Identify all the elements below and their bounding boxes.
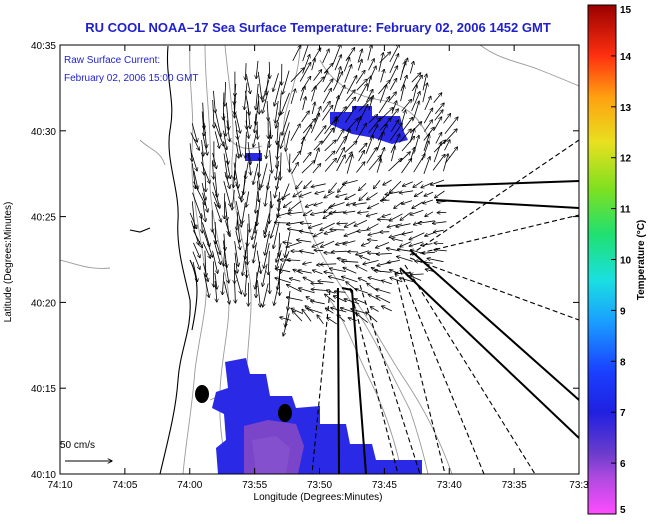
x-tick-label: 73:3 (569, 480, 589, 491)
x-tick-label: 73:45 (372, 480, 397, 491)
x-axis-label: Longitude (Degrees:Minutes) (254, 492, 383, 503)
annotation-line-1: Raw Surface Current: (64, 55, 160, 66)
x-tick-label: 73:55 (242, 480, 267, 491)
scale-label: 50 cm/s (60, 440, 95, 451)
site-marker (195, 385, 209, 403)
current-vector (279, 233, 280, 257)
current-vector (289, 154, 290, 173)
colorbar: 15 14 13 12 11 10 9 8 7 6 5 Temperature (°C) (588, 5, 647, 516)
colorbar-tick-label: 10 (620, 256, 632, 267)
y-tick-label: 40:25 (31, 213, 56, 224)
x-tick-label: 73:50 (307, 480, 332, 491)
y-axis-label: Latitude (Degrees:Minutes) (3, 202, 14, 323)
colorbar-tick-label: 14 (620, 52, 632, 63)
colorbar-tick-label: 13 (620, 103, 632, 114)
colorbar-tick-label: 8 (620, 357, 626, 368)
colorbar-tick-label: 6 (620, 459, 626, 470)
colorbar-tick-label: 5 (620, 505, 626, 516)
colorbar-label: Temperature (°C) (636, 220, 647, 301)
current-vector (257, 122, 258, 139)
y-tick-label: 40:15 (31, 384, 56, 395)
colorbar-tick-label: 9 (620, 306, 626, 317)
y-tick-label: 40:35 (31, 41, 56, 52)
y-tick-label: 40:10 (31, 470, 56, 481)
current-vector (247, 242, 248, 264)
y-tick-label: 40:30 (31, 127, 56, 138)
x-tick-label: 73:35 (502, 480, 527, 491)
current-vector (234, 101, 235, 118)
colorbar-tick-label: 12 (620, 154, 632, 165)
site-marker (278, 404, 292, 422)
colorbar-tick-label: 7 (620, 408, 626, 419)
colorbar-tick-label: 15 (620, 5, 632, 16)
x-tick-label: 73:40 (437, 480, 462, 491)
y-tick-label: 40:20 (31, 298, 56, 309)
annotation-line-2: February 02, 2006 15:00 GMT (64, 73, 199, 84)
figure-title: RU COOL NOAA–17 Sea Surface Temperature:… (85, 20, 551, 35)
colorbar-tick-label: 11 (620, 205, 631, 216)
x-tick-label: 74:10 (47, 480, 72, 491)
x-tick-label: 74:05 (112, 480, 137, 491)
x-tick-label: 74:00 (177, 480, 202, 491)
plot-area: Raw Surface Current: February 02, 2006 1… (60, 40, 579, 474)
current-vector (368, 253, 379, 254)
